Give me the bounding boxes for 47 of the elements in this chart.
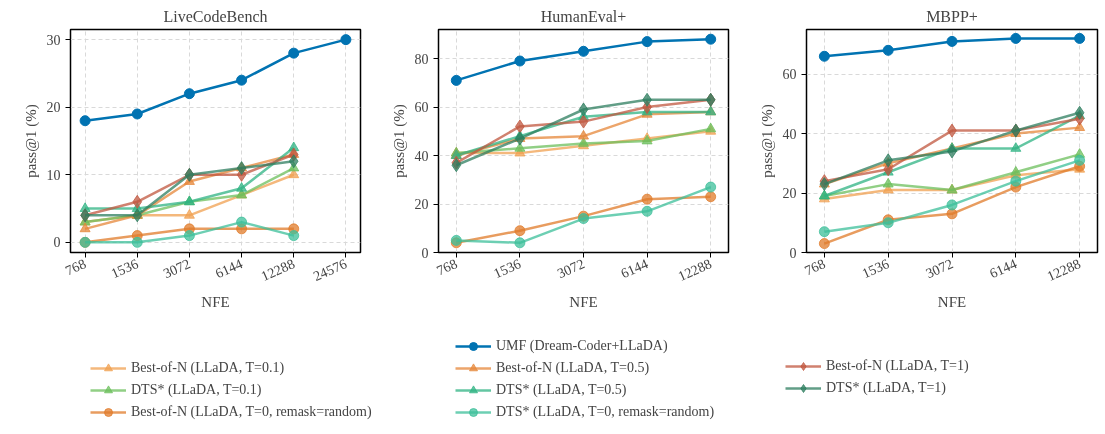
x-tick-label: 768 [802, 256, 828, 279]
y-tick-label: 60 [782, 67, 797, 83]
legend-label: Best-of-N (LLaDA, T=0.5) [496, 359, 650, 377]
x-tick-label: 3072 [555, 256, 587, 282]
x-tick-label: 12288 [675, 256, 714, 285]
legend-label: Best-of-N (LLaDA, T=0, remask=random) [131, 403, 372, 421]
legend-label: UMF (Dream-Coder+LLaDA) [496, 337, 668, 355]
y-tick-label: 20 [782, 186, 797, 202]
y-axis-title: pass@1 (%) [22, 104, 40, 178]
x-tick-label: 3072 [923, 256, 956, 282]
y-tick-label: 0 [421, 245, 429, 261]
y-tick-label: 20 [414, 197, 429, 213]
x-tick-label: 6144 [987, 256, 1020, 282]
y-tick-label: 60 [414, 100, 429, 116]
y-axis-title: pass@1 (%) [390, 104, 408, 178]
x-tick-label: 1536 [491, 256, 524, 282]
y-tick-label: 40 [414, 148, 429, 164]
legend-label: DTS* (LLaDA, T=0.5) [496, 381, 627, 399]
y-axis-title: pass@1 (%) [758, 104, 776, 178]
y-tick-label: 20 [46, 100, 61, 116]
legend-label: Best-of-N (LLaDA, T=0.1) [131, 359, 285, 377]
chart-title: LiveCodeBench [163, 7, 268, 25]
x-axis-title: NFE [201, 293, 230, 310]
chart-title: HumanEval+ [540, 7, 627, 25]
x-tick-label: 1536 [108, 256, 141, 282]
x-tick-label: 768 [63, 256, 89, 279]
x-tick-label: 6144 [618, 256, 651, 282]
y-tick-label: 30 [46, 32, 61, 48]
x-tick-label: 3072 [161, 256, 193, 282]
x-tick-label: 768 [434, 256, 460, 279]
x-axis-title: NFE [569, 293, 598, 310]
x-tick-label: 1536 [859, 256, 892, 282]
x-tick-label: 12288 [258, 256, 297, 285]
legend-label: DTS* (LLaDA, T=1) [826, 379, 947, 397]
y-tick-label: 0 [789, 245, 797, 261]
x-tick-label: 24576 [311, 256, 350, 285]
y-tick-label: 80 [414, 51, 429, 67]
y-tick-label: 0 [53, 235, 61, 251]
legend-label: Best-of-N (LLaDA, T=1) [826, 357, 969, 375]
legend-label: DTS* (LLaDA, T=0, remask=random) [496, 403, 715, 421]
x-tick-label: 6144 [213, 256, 245, 282]
y-tick-label: 40 [782, 126, 797, 142]
chart-title: MBPP+ [926, 7, 978, 25]
y-tick-label: 10 [46, 167, 61, 183]
x-tick-label: 12288 [1044, 256, 1083, 285]
x-axis-title: NFE [937, 293, 967, 310]
legend-label: DTS* (LLaDA, T=0.1) [131, 381, 262, 399]
